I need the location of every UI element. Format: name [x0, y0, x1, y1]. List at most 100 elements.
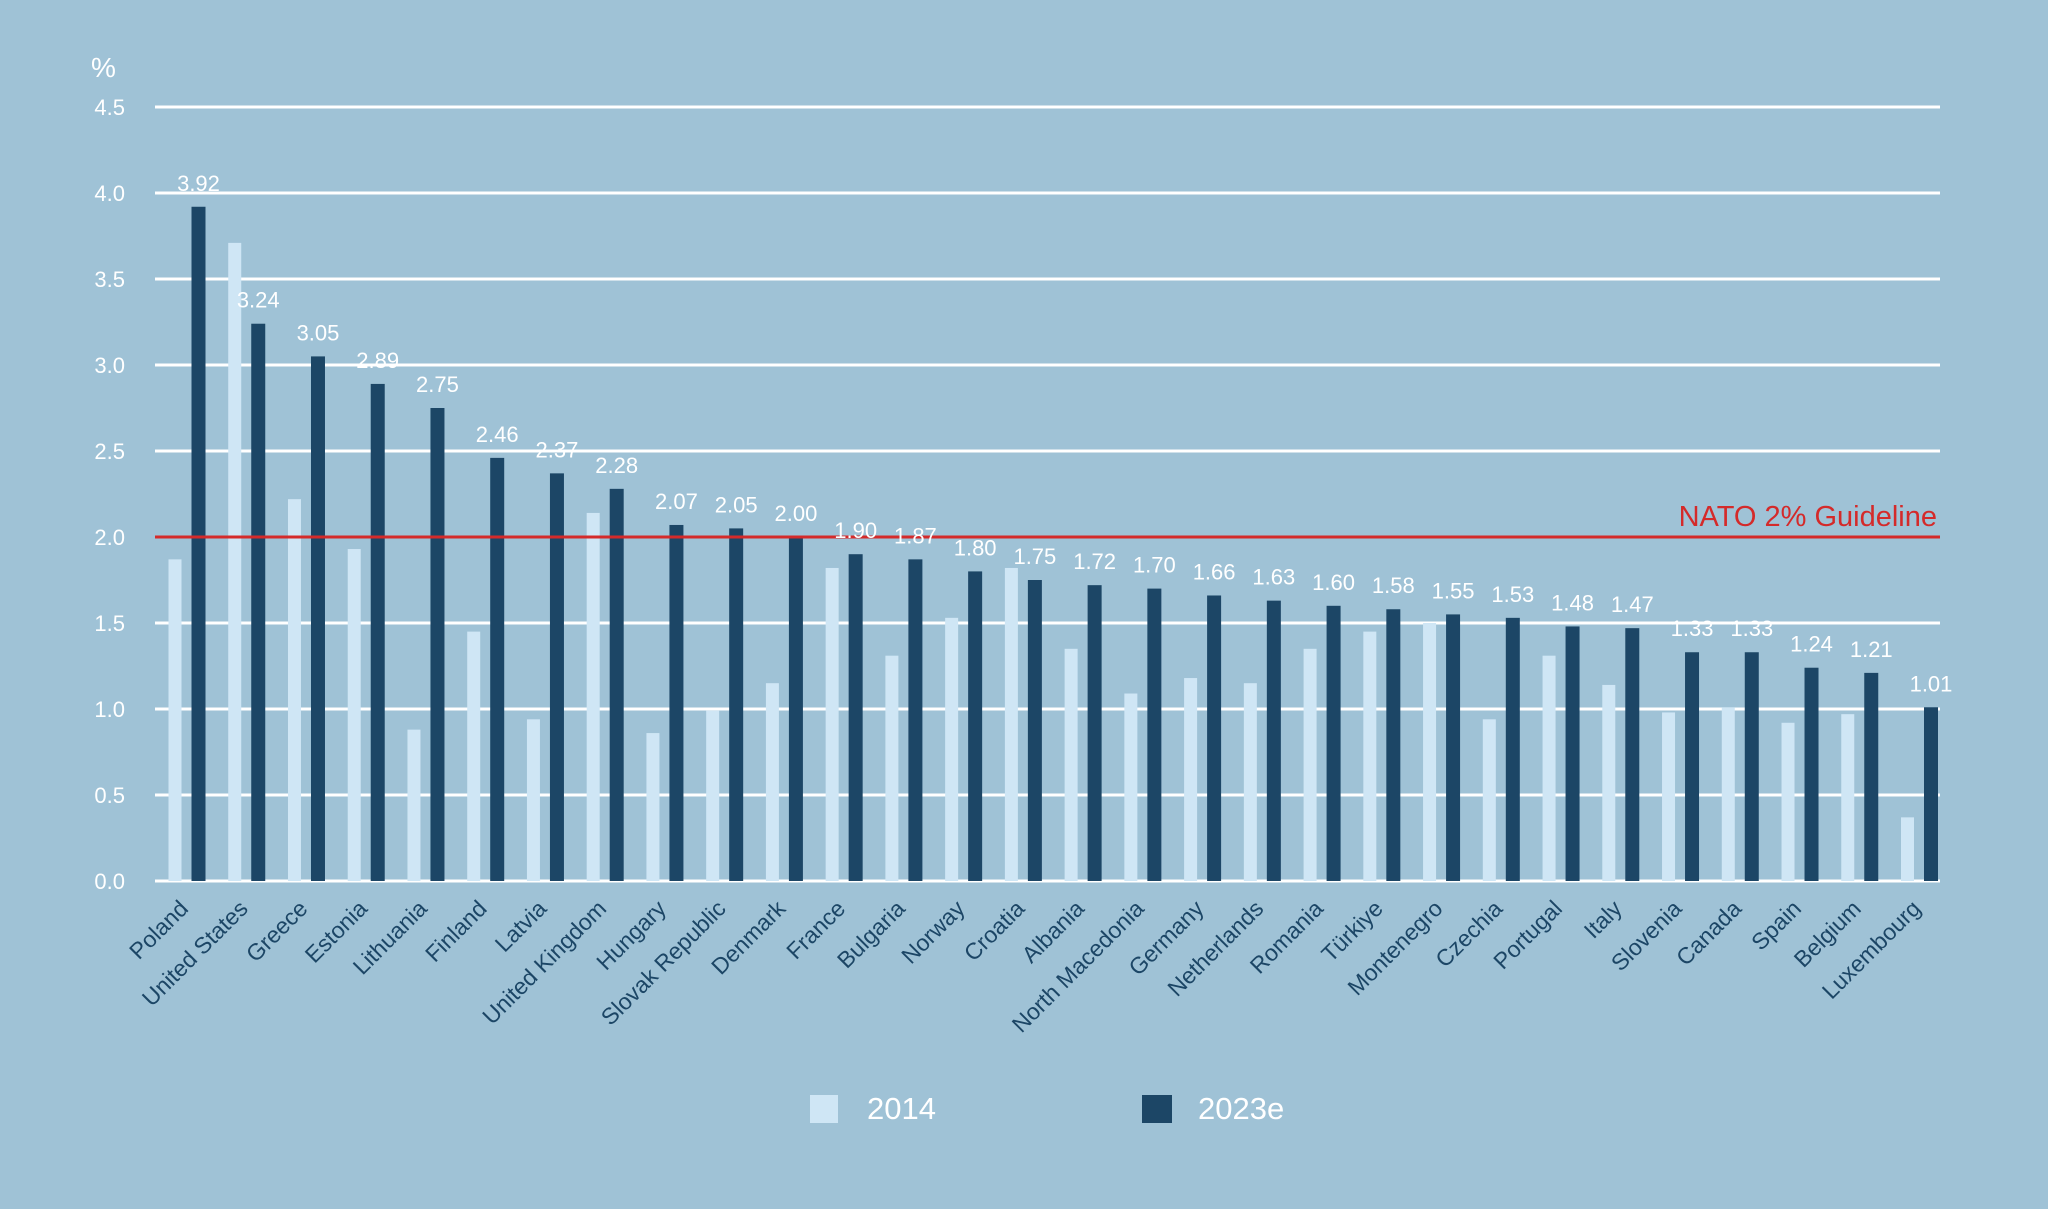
y-tick-label: 1.0 [94, 697, 125, 722]
bar-2023e [310, 356, 325, 881]
data-label: 1.60 [1312, 570, 1355, 595]
x-tick-label: United States [137, 895, 253, 1011]
bar-2014 [885, 655, 899, 881]
data-label: 1.33 [1671, 616, 1714, 641]
data-label: 1.33 [1730, 616, 1773, 641]
y-tick-label: 0.0 [94, 869, 125, 894]
bar-2023e [1625, 628, 1640, 881]
bar-2023e [1924, 707, 1938, 881]
legend-label-2014: 2014 [867, 1091, 936, 1126]
bar-2014 [1901, 817, 1914, 881]
bar-2023e [1505, 617, 1520, 881]
data-label: 2.46 [476, 422, 519, 447]
x-tick-label: Canada [1671, 895, 1747, 971]
bar-2014 [1004, 567, 1018, 881]
bar-2014 [945, 617, 959, 881]
bar-2014 [1781, 722, 1795, 881]
bar-2023e [609, 488, 624, 881]
bar-2023e [1685, 652, 1700, 881]
bar-2014 [1303, 648, 1317, 881]
bar-2014 [765, 683, 779, 881]
data-label: 1.90 [834, 518, 877, 543]
bar-2023e [490, 457, 505, 881]
bar-2023e [1326, 605, 1341, 881]
bar-2014 [825, 567, 839, 881]
bar-2023e [430, 408, 445, 881]
bar-2023e [788, 537, 803, 881]
bar-2014 [168, 559, 182, 881]
data-label: 3.24 [237, 288, 280, 313]
legend-label-2023e: 2023e [1198, 1091, 1284, 1126]
y-tick-label: 3.0 [94, 353, 125, 378]
bar-2014 [1721, 707, 1735, 881]
bar-2014 [407, 729, 421, 881]
bar-2023e [370, 383, 385, 881]
data-label: 1.70 [1133, 553, 1176, 578]
bar-2023e [908, 559, 923, 881]
bar-2023e [1744, 652, 1759, 881]
bar-2023e [848, 554, 863, 881]
bar-2014 [1184, 678, 1198, 881]
data-label: 1.01 [1910, 671, 1953, 696]
bar-2023e [1207, 595, 1222, 881]
data-label: 1.72 [1073, 549, 1116, 574]
data-label: 1.55 [1432, 578, 1475, 603]
bar-2023e [191, 206, 206, 881]
x-tick-label: Bulgaria [832, 895, 910, 973]
data-label: 1.80 [954, 535, 997, 560]
bar-2023e [1027, 580, 1042, 881]
bar-2014 [1662, 712, 1676, 881]
bar-2014 [586, 512, 600, 881]
bar-2023e [1446, 614, 1461, 881]
bar-2014 [347, 549, 361, 881]
bar-2014 [1482, 719, 1496, 881]
y-tick-label: 2.5 [94, 439, 125, 464]
legend-swatch-2014 [810, 1095, 838, 1123]
data-label: 3.92 [177, 171, 220, 196]
bar-2023e [729, 528, 744, 881]
bar-2023e [1386, 609, 1401, 881]
bar-2014 [467, 631, 481, 881]
data-label: 1.47 [1611, 592, 1654, 617]
data-label: 2.89 [356, 348, 399, 373]
bar-2014 [1602, 684, 1616, 881]
data-label: 1.75 [1013, 544, 1056, 569]
data-label: 2.75 [416, 372, 459, 397]
y-tick-label: 1.5 [94, 611, 125, 636]
data-label: 2.37 [536, 437, 579, 462]
data-label: 1.21 [1850, 637, 1893, 662]
x-tick-label: Norway [896, 895, 970, 969]
bar-2023e [968, 571, 983, 881]
bar-2014 [228, 242, 242, 881]
data-label: 2.07 [655, 489, 698, 514]
labels-layer: %0.00.51.01.52.02.53.03.54.04.53.92Polan… [91, 52, 1952, 1037]
bar-2014 [1841, 714, 1855, 881]
bar-2014 [706, 710, 720, 881]
bar-2023e [1087, 585, 1102, 881]
x-tick-label: Croatia [959, 895, 1030, 966]
data-label: 1.53 [1491, 582, 1534, 607]
bar-2014 [1542, 655, 1556, 881]
y-tick-label: 3.5 [94, 267, 125, 292]
bar-2014 [1064, 648, 1078, 881]
reference-line-label: NATO 2% Guideline [1679, 501, 1937, 533]
bar-2014 [526, 719, 540, 881]
bar-2023e [549, 473, 564, 881]
data-label: 2.00 [774, 501, 817, 526]
data-label: 1.66 [1193, 559, 1236, 584]
x-tick-label: Greece [241, 895, 313, 967]
bar-2014 [1243, 683, 1257, 881]
data-label: 1.87 [894, 523, 937, 548]
data-label: 1.58 [1372, 573, 1415, 598]
x-tick-label: Italy [1579, 895, 1628, 944]
bar-2023e [669, 524, 684, 881]
bar-2014 [646, 733, 660, 881]
bar-2023e [1147, 588, 1162, 881]
y-tick-label: 4.5 [94, 95, 125, 120]
y-axis-unit-label: % [91, 52, 116, 83]
legend: 2014 2023e [810, 1091, 1284, 1126]
x-tick-label: Finland [420, 895, 492, 967]
reference-line-layer: NATO 2% Guideline [155, 501, 1940, 539]
data-label: 2.05 [715, 492, 758, 517]
legend-swatch-2023e [1142, 1095, 1172, 1123]
